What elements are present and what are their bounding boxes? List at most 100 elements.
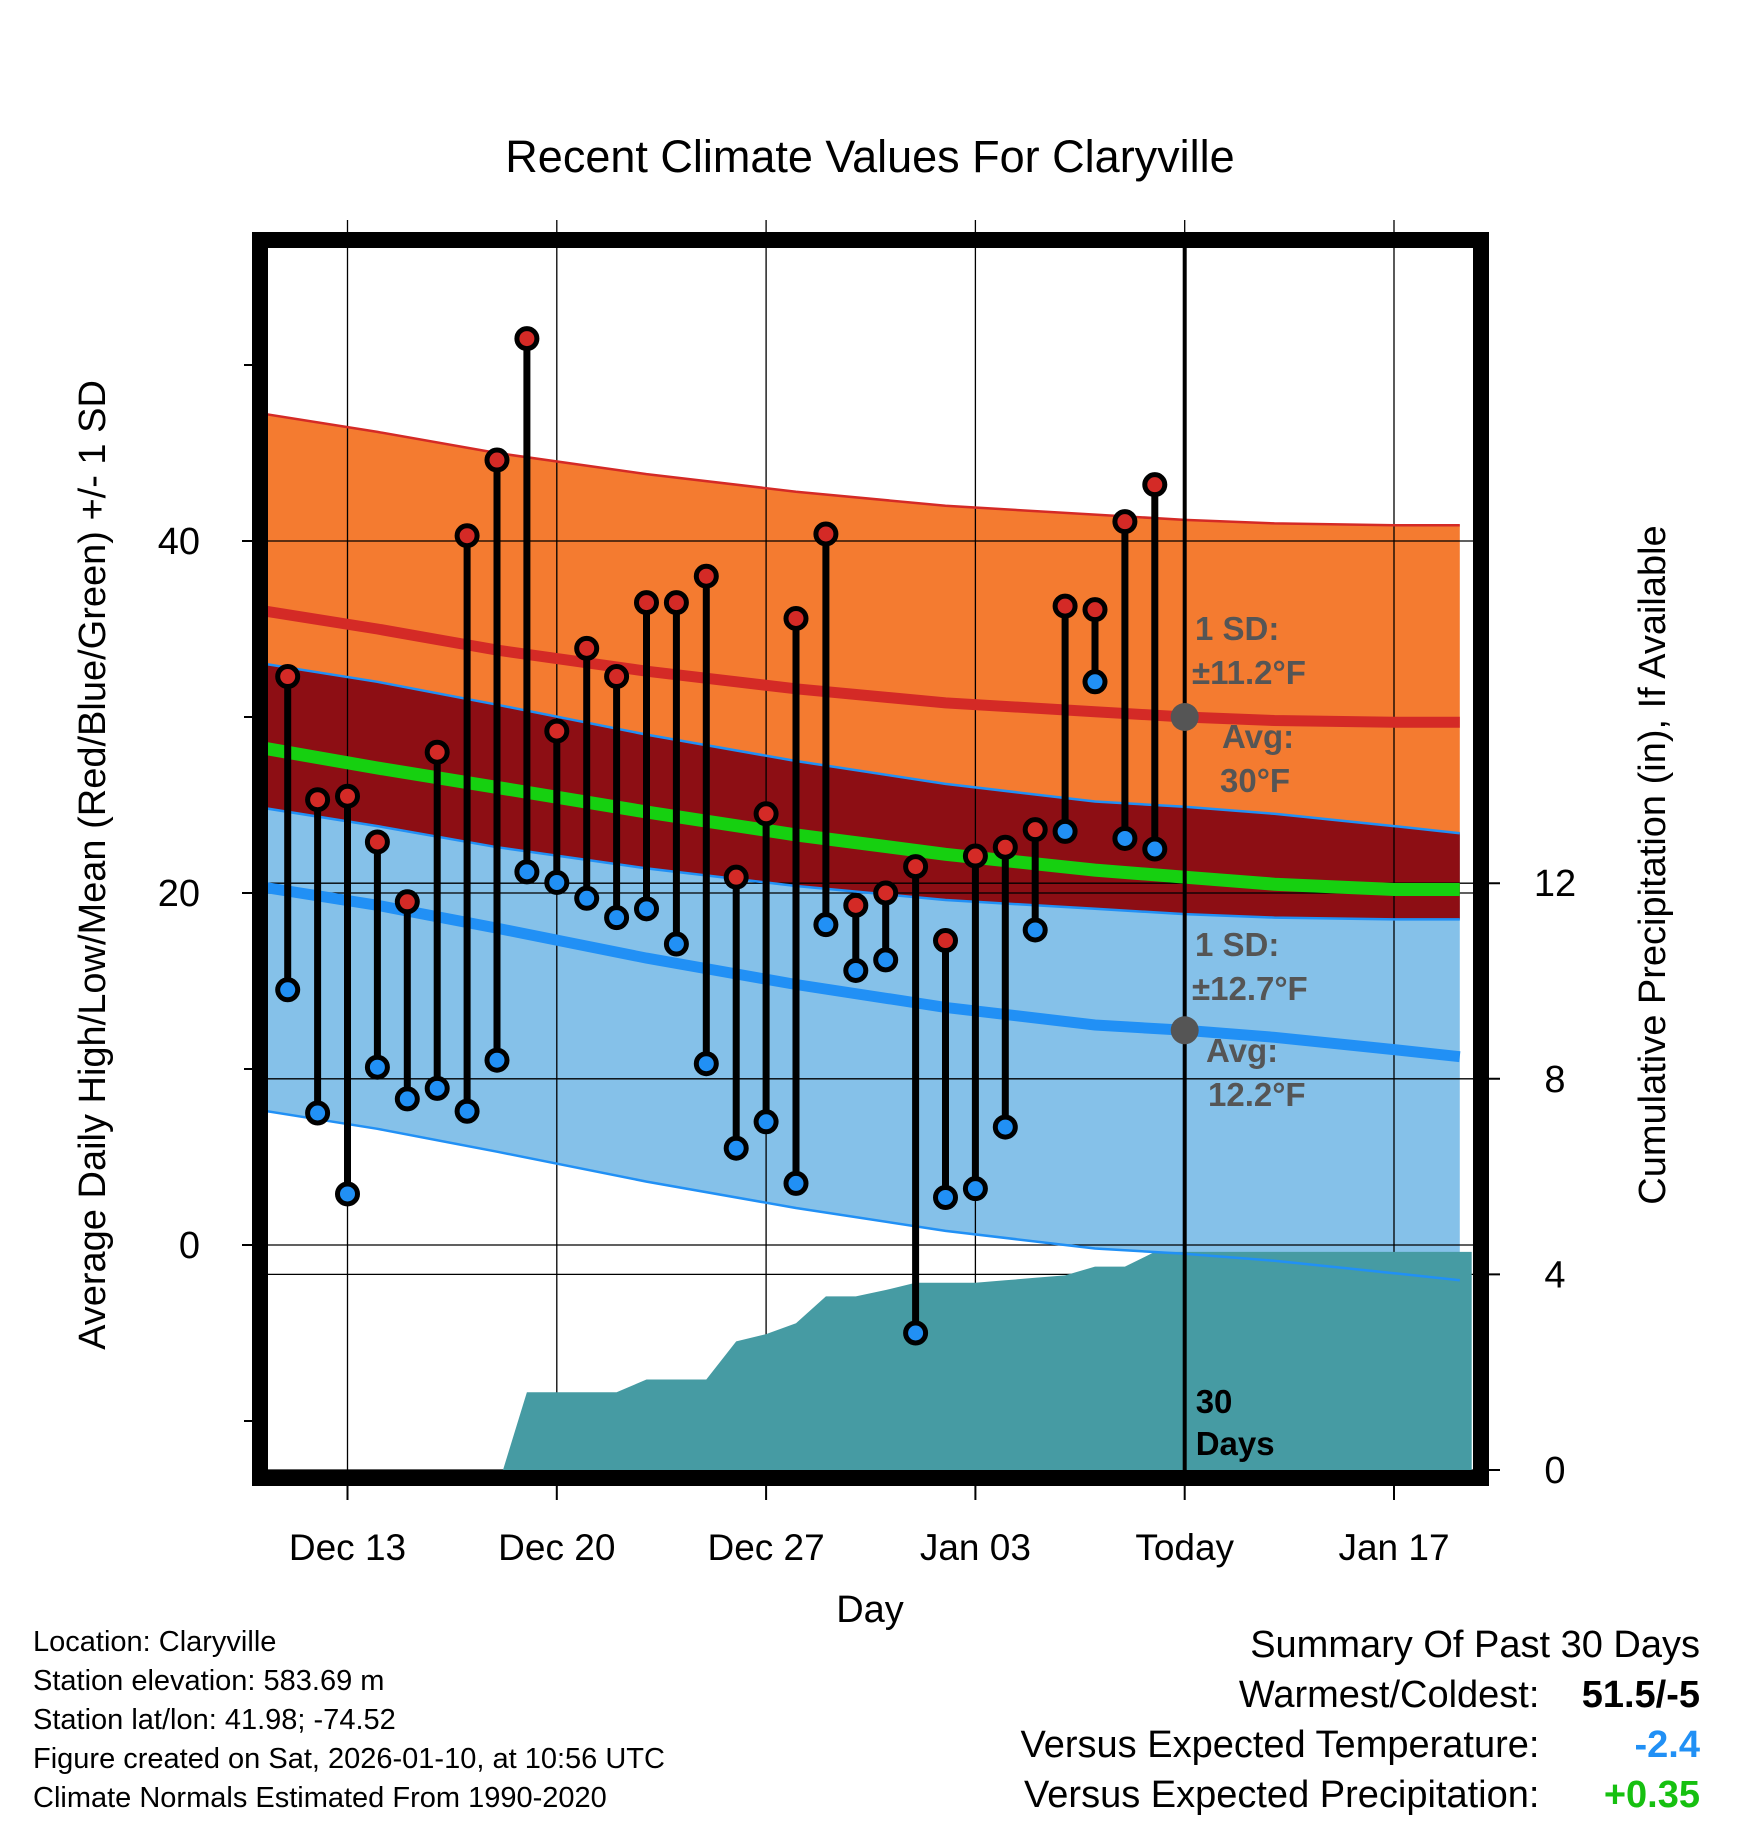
daily-low-marker: [962, 1176, 988, 1202]
daily-high-marker: [454, 523, 480, 549]
daily-high-marker: [275, 664, 301, 690]
daily-high-marker: [813, 521, 839, 547]
high-lower-sd-line: [268, 807, 1460, 921]
daily-high-marker: [335, 783, 360, 809]
daily-low-marker: [394, 1086, 420, 1112]
daily-low-marker: [305, 1100, 331, 1126]
daily-low-marker: [604, 905, 630, 931]
daily-high-marker: [903, 854, 929, 880]
daily-low-marker: [335, 1181, 360, 1207]
daily-high-marker: [723, 864, 749, 890]
daily-low-marker: [693, 1051, 719, 1077]
precip-area: [268, 1251, 1472, 1470]
summary-precip: Versus Expected Precipitation: +0.35: [1021, 1770, 1700, 1820]
daily-high-marker: [693, 563, 719, 589]
y-tick-label: 0: [179, 1225, 200, 1267]
daily-high-marker: [1052, 593, 1078, 619]
precip-label: Versus Expected Precipitation:: [1024, 1774, 1540, 1816]
mean-average-line: [268, 742, 1460, 896]
high-sd-label: 1 SD:: [1195, 610, 1279, 647]
low-avg-label: Avg:: [1206, 1032, 1278, 1069]
normals-text: Climate Normals Estimated From 1990-2020: [33, 1782, 607, 1814]
y2-tick-label: 4: [1544, 1254, 1565, 1296]
daily-high-marker: [783, 605, 809, 631]
x-axis-label: Day: [836, 1589, 904, 1631]
daily-high-marker: [364, 829, 390, 855]
x-tick-label: Dec 27: [707, 1527, 824, 1568]
daily-low-marker: [933, 1184, 958, 1210]
high-average-line: [268, 606, 1460, 728]
precip-value: +0.35: [1603, 1774, 1700, 1816]
latlon-text: Station lat/lon: 41.98; -74.52: [33, 1704, 396, 1736]
summary-temp: Versus Expected Temperature: -2.4: [1021, 1720, 1700, 1770]
daily-low-marker: [992, 1114, 1018, 1140]
daily-low-marker: [574, 885, 600, 911]
elevation-text: Station elevation: 583.69 m: [33, 1665, 385, 1697]
daily-low-marker: [663, 931, 689, 957]
y2-axis-label: Cumulative Precipitation (in), If Availa…: [1632, 525, 1674, 1204]
daily-high-marker: [544, 718, 570, 744]
created-text: Figure created on Sat, 2026-01-10, at 10…: [33, 1743, 665, 1775]
high-sd-value: ±11.2°F: [1192, 654, 1306, 691]
low-upper-sd-line: [268, 663, 1460, 835]
daily-high-marker: [604, 664, 630, 690]
daily-low-marker: [634, 896, 659, 922]
x-tick-label: Jan 03: [920, 1527, 1031, 1568]
high-avg-label: Avg:: [1222, 718, 1294, 755]
daily-high-marker: [933, 928, 958, 954]
summary-title: Summary Of Past 30 Days: [1250, 1624, 1700, 1666]
today-days-label: 30 Days: [1196, 1383, 1275, 1462]
daily-high-marker: [484, 447, 510, 473]
location-text: Location: Claryville: [33, 1626, 277, 1658]
daily-low-marker: [723, 1135, 749, 1161]
daily-high-marker: [424, 739, 450, 765]
daily-high-marker: [1082, 597, 1108, 623]
summary-panel: Summary Of Past 30 Days Warmest/Coldest:…: [1021, 1620, 1700, 1820]
low-avg-value: 12.2°F: [1208, 1076, 1306, 1113]
daily-high-marker: [1112, 509, 1138, 535]
x-tick-label: Dec 13: [289, 1527, 406, 1568]
daily-low-marker: [1142, 836, 1168, 862]
daily-high-marker: [514, 326, 540, 352]
x-tick-label: Jan 17: [1338, 1527, 1449, 1568]
daily-high-marker: [305, 787, 331, 813]
low-sd-label: 1 SD:: [1195, 926, 1279, 963]
daily-low-marker: [843, 957, 869, 983]
daily-high-marker: [663, 590, 689, 616]
daily-low-marker: [783, 1170, 809, 1196]
daily-low-marker: [454, 1098, 480, 1124]
plot-frame: [252, 232, 1489, 1486]
high-avg-value: 30°F: [1220, 762, 1290, 799]
daily-low-marker: [1112, 825, 1138, 851]
daily-high-marker: [873, 880, 899, 906]
daily-high-marker: [843, 892, 869, 918]
daily-low-marker: [1052, 818, 1078, 844]
daily-low-marker: [514, 859, 540, 885]
daily-high-marker: [574, 635, 600, 661]
daily-low-marker: [813, 912, 839, 938]
warm-cold-value: 51.5/-5: [1581, 1674, 1700, 1716]
y-tick-label: 20: [158, 873, 200, 915]
temp-value: -2.4: [1634, 1724, 1700, 1766]
chart-title: Recent Climate Values For Claryville: [505, 131, 1234, 182]
y2-tick-label: 12: [1534, 863, 1576, 905]
low-sd-value: ±12.7°F: [1192, 970, 1308, 1007]
y-axis-label: Average Daily High/Low/Mean (Red/Blue/Gr…: [72, 380, 114, 1350]
daily-high-marker: [992, 834, 1018, 860]
daily-low-marker: [424, 1075, 450, 1101]
station-info: Location: Claryville Station elevation: …: [33, 1623, 665, 1818]
daily-low-marker: [753, 1109, 779, 1135]
low-average-marker: [1170, 1016, 1199, 1045]
daily-low-marker: [903, 1320, 929, 1346]
temp-label: Versus Expected Temperature:: [1020, 1724, 1540, 1766]
daily-low-marker: [544, 869, 570, 895]
daily-low-marker: [275, 977, 301, 1003]
daily-high-marker: [962, 843, 988, 869]
daily-low-marker: [873, 947, 899, 973]
daily-low-marker: [1082, 669, 1108, 695]
daily-high-marker: [634, 590, 659, 616]
daily-high-marker: [1022, 817, 1048, 843]
high-upper-sd-line: [268, 413, 1460, 527]
daily-low-marker: [364, 1054, 390, 1080]
